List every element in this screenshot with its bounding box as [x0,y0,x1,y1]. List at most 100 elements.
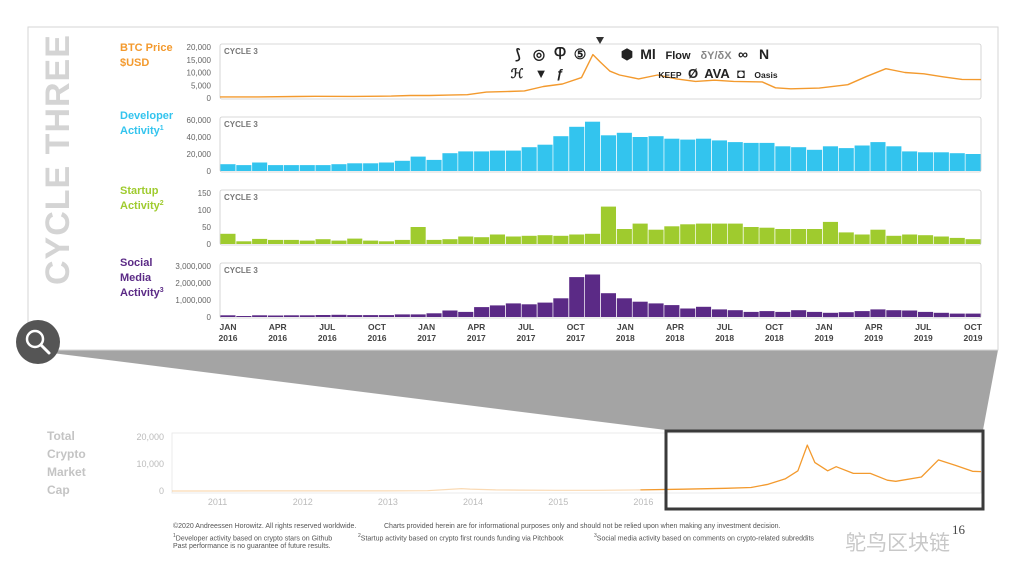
startup-y-tick-label: 50 [202,223,211,232]
startup-bar [220,233,236,244]
project-logo-icon: N [759,46,769,62]
zoom-callout-shape [28,350,998,430]
developer-bar [474,151,490,171]
magnifier-handle-icon [39,343,51,355]
x-tick-year: 2019 [864,333,883,343]
x-tick-month: OCT [567,322,586,332]
magnifier-badge [16,320,60,364]
developer-bar [458,151,474,171]
developer-title-line: Developer [120,110,174,122]
startup-y-tick-label: 150 [198,189,212,198]
developer-title-line: Activity1 [120,125,164,137]
x-tick-year: 2018 [715,333,734,343]
social-bar [489,305,505,317]
social-bar [933,312,949,318]
developer-bar [664,138,680,171]
startup-y-tick-label: 100 [198,206,212,215]
social-bar [759,311,775,317]
overview-x-tick-label: 2016 [633,497,653,507]
social-y-tick-label: 2,000,000 [175,279,211,288]
social-panel-frame [219,262,982,319]
startup-bar [331,240,347,244]
social-bar [252,315,268,317]
footer-note-2: 2Startup activity based on crypto first … [358,533,564,543]
developer-bar [347,163,363,171]
x-tick-year: 2019 [914,333,933,343]
overview-y-tick-label: 20,000 [136,432,164,442]
developer-bar [569,126,585,171]
social-bar [791,310,807,317]
social-bar [331,314,347,317]
social-title-line: Social [120,257,152,269]
social-bar [727,310,743,317]
social-bar [426,313,442,317]
social-bar [648,303,664,317]
project-logo-icon: Ø [688,66,698,81]
developer-bar [727,142,743,171]
startup-title-line: Activity2 [120,200,164,212]
social-bar [394,314,410,317]
overview-panel-frame [171,432,982,494]
developer-bar [315,165,331,171]
overview-x-tick-label: 2015 [548,497,568,507]
developer-bar [680,139,696,171]
btc-cycle-label: CYCLE 3 [224,47,258,56]
x-tick-month: OCT [368,322,387,332]
startup-bar [569,234,585,244]
developer-bar [363,163,379,171]
social-title-line: Media [120,272,152,284]
developer-y-tick-label: 60,000 [187,116,212,125]
overview-title-line: Total [47,429,75,443]
startup-panel-frame [219,189,982,246]
x-tick-month: JUL [518,322,534,332]
x-tick-year: 2018 [765,333,784,343]
startup-bar [600,206,616,244]
startup-bar [378,241,394,244]
startup-bar [489,234,505,244]
developer-bar [949,153,965,171]
btc-y-tick-label: 5,000 [191,81,212,90]
social-title-line: Activity3 [120,287,164,299]
project-logo-icon: ∞ [738,46,748,62]
developer-title-superscript: 1 [160,125,164,132]
social-bar [711,309,727,317]
btc-title-line: BTC Price [120,42,173,54]
startup-bar [886,235,902,244]
developer-bar [711,140,727,171]
social-bar [442,310,458,317]
social-bar [870,309,886,317]
footer-note-3-text: Social media activity based on comments … [596,535,814,543]
developer-bar [331,164,347,171]
footer-note-2-text: Startup activity based on crypto first r… [360,535,564,543]
developer-bar [585,121,601,171]
social-bar [268,315,284,317]
social-bar [347,315,363,317]
developer-bar [870,142,886,171]
btc-y-tick-label: 10,000 [187,69,212,78]
x-tick-month: APR [467,322,485,332]
x-tick-year: 2017 [517,333,536,343]
overview-line-faded [172,487,641,492]
developer-bar [600,135,616,171]
startup-bar [949,237,965,244]
developer-panel-frame [219,116,982,173]
project-logo-icon: AVA [704,66,730,81]
zoom-box [664,429,985,511]
btc-panel-frame [219,43,982,100]
social-bar [696,306,712,317]
social-bar [378,315,394,317]
startup-bar [965,239,981,244]
social-bar [363,315,379,317]
project-logo-icon: Flow [665,50,690,62]
project-logo-icon: δY/δX [700,50,732,62]
startup-bar [759,227,775,244]
x-tick-month: OCT [964,322,983,332]
startup-bar [838,232,854,244]
developer-bar [696,138,712,171]
btc-peak-marker [596,37,604,44]
social-bar [410,314,426,317]
overview-x-tick-label: 2013 [378,497,398,507]
startup-bar [553,235,569,244]
btc-y-tick-label: 20,000 [187,43,212,52]
